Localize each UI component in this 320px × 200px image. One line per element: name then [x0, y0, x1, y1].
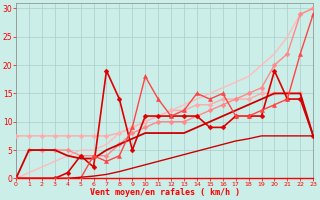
X-axis label: Vent moyen/en rafales ( km/h ): Vent moyen/en rafales ( km/h ): [90, 188, 240, 197]
